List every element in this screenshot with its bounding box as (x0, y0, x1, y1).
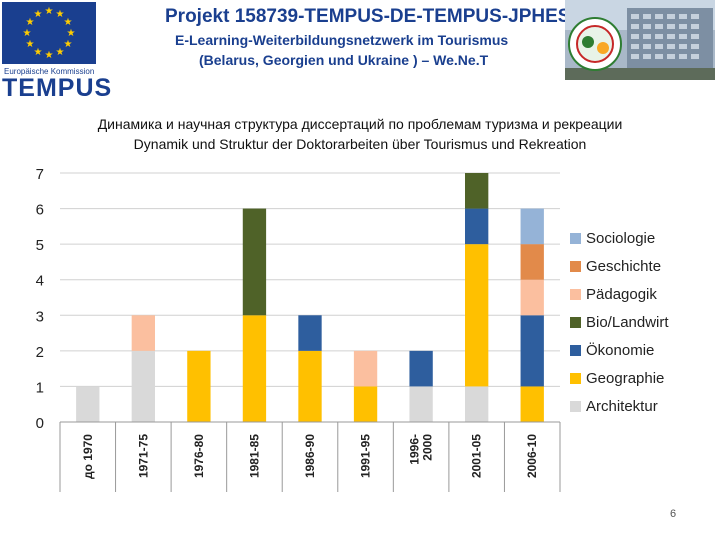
legend-label: Sociologie (586, 230, 655, 247)
x-tick-label: 1986-90 (303, 434, 317, 478)
svg-text:★: ★ (64, 17, 73, 28)
legend-label: Bio/Landwirt (586, 314, 669, 331)
legend-label: Pädagogik (586, 286, 657, 303)
y-tick-label: 5 (36, 237, 44, 254)
legend-label: Architektur (586, 398, 658, 415)
bar-segment (76, 386, 100, 422)
y-tick-label: 3 (36, 308, 44, 325)
eu-flag-icon: ★ ★ ★ ★ ★ ★ ★ ★ ★ ★ ★ ★ (2, 2, 96, 64)
bar-segment (520, 315, 544, 387)
svg-text:★: ★ (23, 28, 32, 39)
bar-segment (465, 244, 489, 387)
y-tick-label: 2 (36, 344, 44, 361)
legend-label: Geographie (586, 370, 664, 387)
bar-segment (465, 173, 489, 209)
bar-segment (242, 208, 267, 316)
project-line-2: E-Learning-Weiterbildungsnetzwerk im Tou… (175, 32, 509, 48)
eu-commission-label: Europäische Kommission (4, 67, 95, 76)
university-photo-icon (565, 0, 715, 80)
bar-segment (465, 386, 489, 422)
y-tick-label: 7 (36, 166, 44, 183)
tempus-label: TEMPUS (2, 74, 113, 102)
project-line-3: (Belarus, Georgien und Ukraine ) – We.Ne… (199, 52, 489, 68)
svg-text:★: ★ (45, 50, 54, 61)
bar-segment (298, 315, 322, 351)
svg-text:★: ★ (26, 39, 35, 50)
bar-segment (520, 386, 544, 422)
svg-text:★: ★ (45, 6, 54, 17)
y-tick-label: 4 (36, 273, 44, 290)
bar-segment (298, 350, 322, 422)
legend-label: Ökonomie (586, 341, 654, 359)
svg-text:★: ★ (34, 47, 43, 58)
stacked-bar-chart: 0 1 2 3 4 5 6 7 до 1970 1971-75 1976-80 1981-85 1986… (36, 166, 669, 492)
svg-text:★: ★ (56, 9, 65, 20)
bar-segment (187, 350, 211, 422)
bar-segment (409, 386, 433, 422)
svg-text:★: ★ (26, 17, 35, 28)
x-tick-label: 1971-75 (136, 434, 150, 478)
x-tick-label: 2000 (421, 434, 435, 461)
x-tick-label: 2006-10 (525, 434, 539, 478)
bar-segment (465, 208, 489, 245)
bar-segment (520, 244, 544, 280)
svg-text:★: ★ (34, 9, 43, 20)
bar-segment (131, 315, 155, 351)
y-tick-label: 1 (36, 379, 44, 396)
legend-swatch (570, 233, 581, 244)
svg-text:★: ★ (67, 28, 76, 39)
bar-segment (242, 315, 267, 422)
bar-segment (409, 350, 433, 387)
bar-segment (131, 350, 155, 422)
legend-swatch (570, 345, 581, 356)
x-tick-label: 2001-05 (470, 434, 484, 478)
page-number: 6 (670, 508, 677, 520)
x-tick-label: до 1970 (81, 434, 95, 479)
eu-tempus-logo: ★ ★ ★ ★ ★ ★ ★ ★ ★ ★ ★ ★ Europäische Komm… (0, 0, 111, 102)
legend-label: Geschichte (586, 258, 661, 275)
bar-segment (520, 208, 544, 245)
legend-swatch (570, 317, 581, 328)
legend-swatch (570, 373, 581, 384)
y-tick-label: 6 (36, 202, 44, 219)
chart-subtitle: Dynamik und Struktur der Doktorarbeiten … (133, 136, 587, 152)
svg-text:★: ★ (56, 47, 65, 58)
bar-segment (353, 350, 378, 387)
x-tick-label: 1981-85 (247, 434, 261, 478)
legend-swatch (570, 289, 581, 300)
y-tick-label: 0 (36, 415, 44, 432)
bar-segment (520, 279, 544, 316)
x-tick-label: 1976-80 (192, 434, 206, 478)
bar-segment (353, 386, 378, 422)
legend-swatch (570, 401, 581, 412)
legend-swatch (570, 261, 581, 272)
project-line-1: Projekt 158739-TEMPUS-DE-TEMPUS-JPHES (165, 6, 571, 27)
chart-title: Динамика и научная структура диссертаций… (97, 116, 623, 132)
svg-text:★: ★ (64, 39, 73, 50)
x-tick-label: 1996- (408, 434, 422, 465)
x-tick-label: 1991-95 (359, 434, 373, 478)
